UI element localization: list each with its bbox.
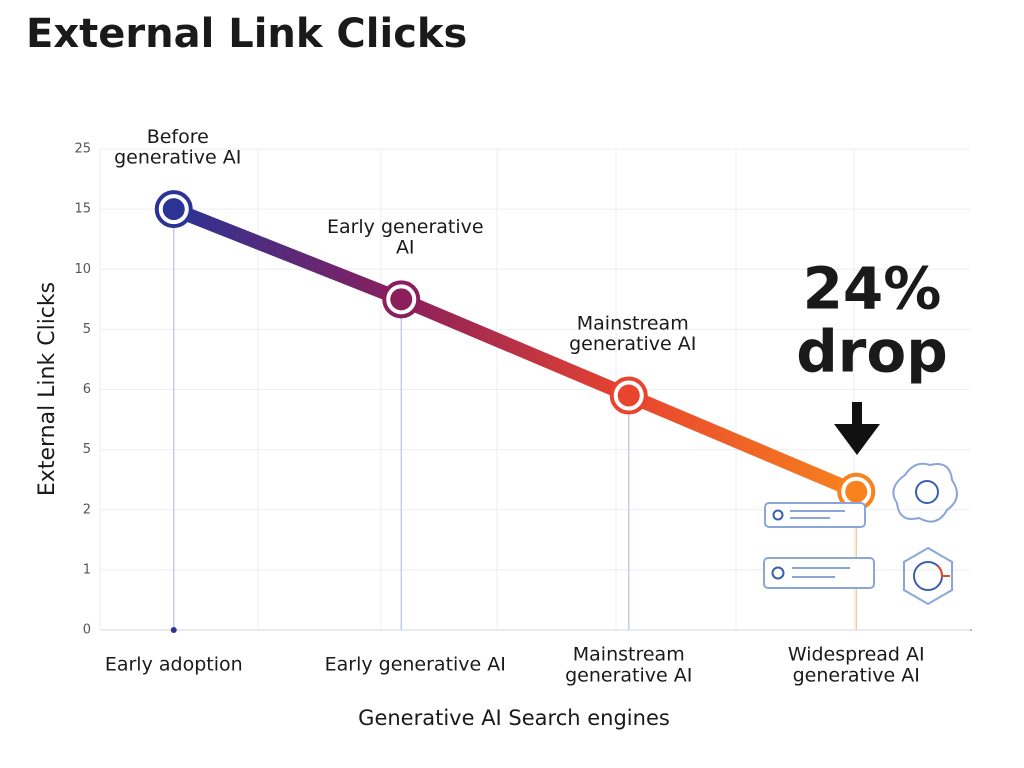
search-icons [763,462,958,606]
y-tick-label: 0 [83,623,91,638]
y-tick-label: 25 [74,142,91,157]
y-tick-label: 6 [83,382,91,397]
y-tick-label: 5 [83,442,91,457]
marker-core [617,384,640,407]
axis-dot [170,627,177,633]
x-tick-label: Early adoption [105,654,243,676]
marker-core [162,198,185,221]
arrow [834,402,880,455]
y-tick-label: 10 [74,262,91,277]
line [166,202,864,499]
point-label: Mainstream generative AI [569,312,696,355]
marker-core [845,480,868,503]
x-tick-label: Mainstream generative AI [565,643,692,686]
y-tick-label: 1 [83,562,91,577]
y-tick-label: 15 [74,202,91,217]
x-tick-label: Early generative AI [325,654,506,676]
y-tick-label: 2 [83,502,91,517]
y-axis-label: External Link Clicks [35,282,60,496]
point-label: Before generative AI [114,125,241,168]
x-axis-label: Generative AI Search engines [358,706,670,730]
annotation: 24% drop [796,255,948,386]
x-tick-label: Widespread AI generative AI [788,643,925,686]
y-tick-label: 5 [83,322,91,337]
point-label: Early generative AI [327,216,484,259]
marker-core [390,288,413,311]
chart-title: External Link Clicks [26,11,467,57]
